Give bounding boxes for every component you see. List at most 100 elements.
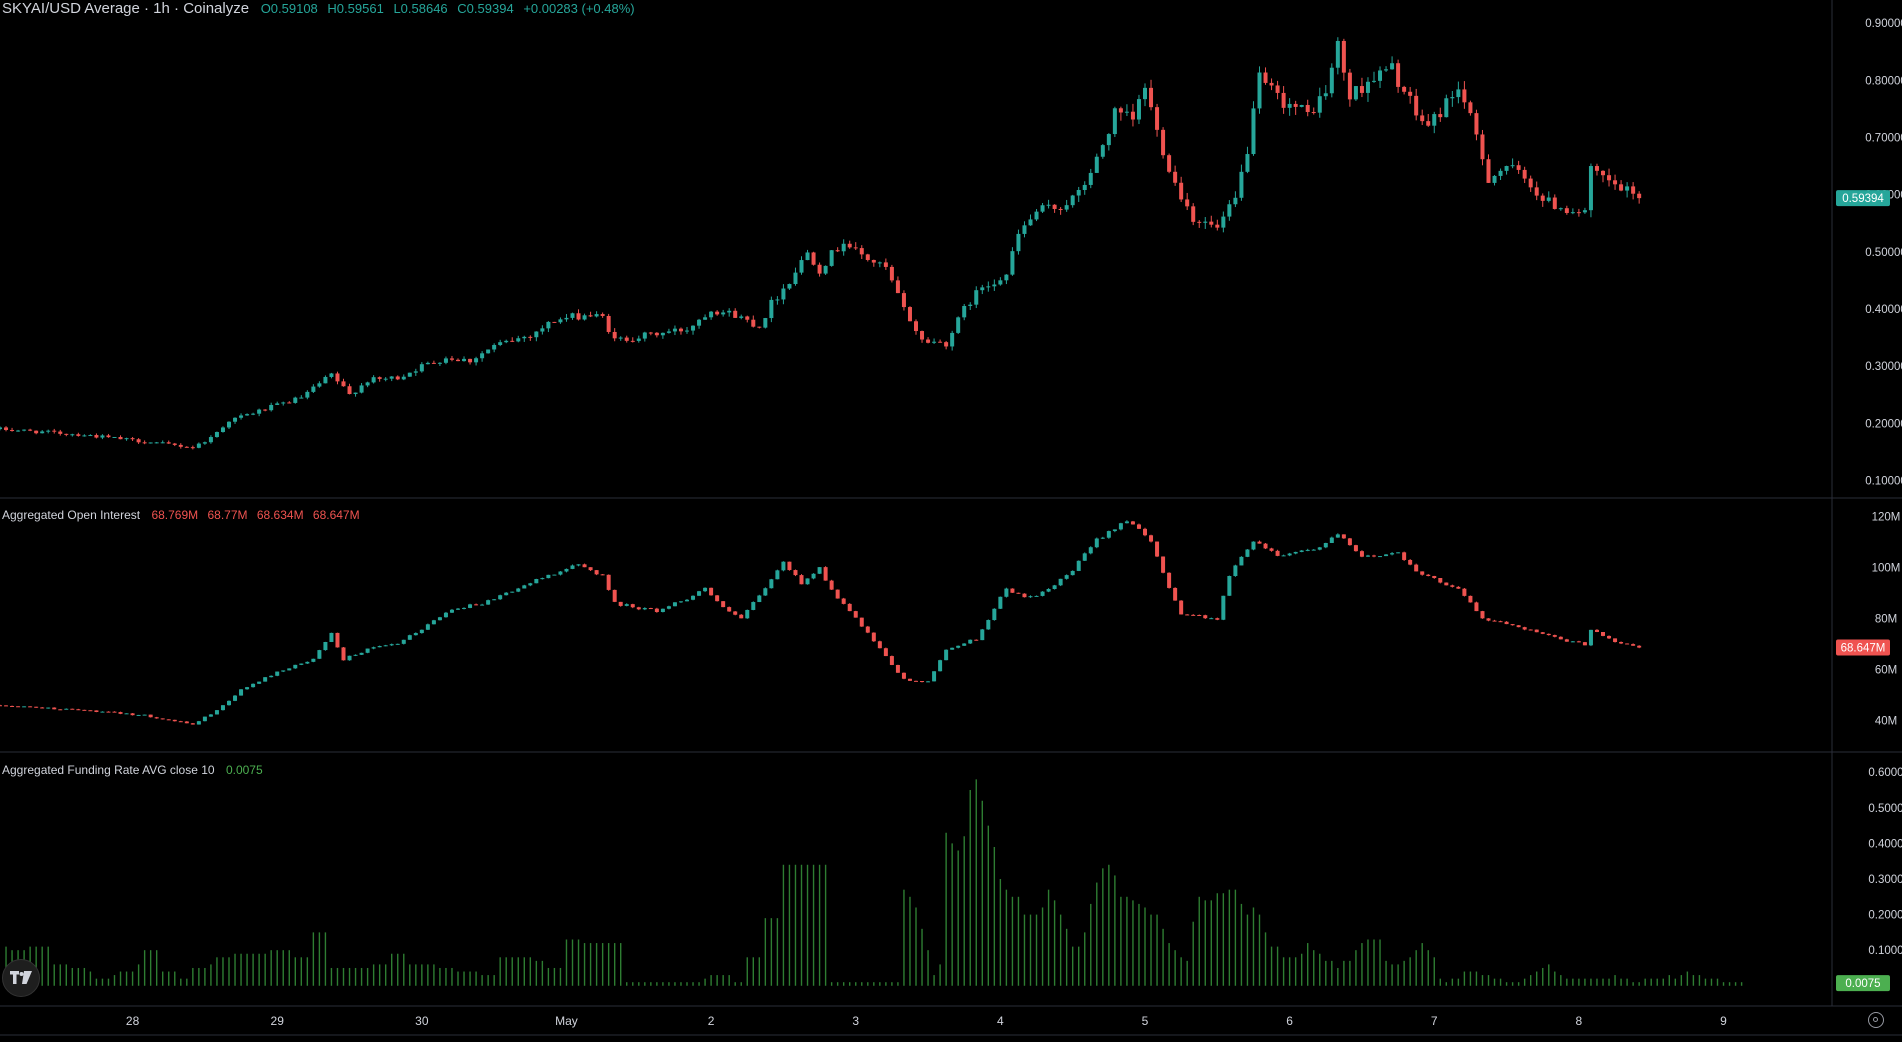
candle-body bbox=[612, 331, 617, 339]
candle-body bbox=[1444, 582, 1449, 586]
candle-body bbox=[895, 664, 900, 673]
candle-body bbox=[1311, 112, 1316, 114]
candle-body bbox=[805, 578, 810, 585]
candle-body bbox=[594, 570, 599, 575]
candle-body bbox=[1022, 225, 1027, 234]
y-axis-tick-label: 0.4000 bbox=[1868, 838, 1902, 850]
symbol-title[interactable]: SKYAI/USD Average · 1h · Coinalyze bbox=[2, 0, 250, 17]
candle-body bbox=[1365, 555, 1370, 557]
candle-body bbox=[811, 252, 816, 265]
candle-body bbox=[678, 601, 683, 603]
candle-body bbox=[721, 601, 726, 608]
candle-body bbox=[986, 286, 991, 288]
candle-body bbox=[546, 574, 551, 579]
candle-body bbox=[1637, 645, 1642, 648]
y-axis-tick-label: 60M bbox=[1875, 665, 1897, 677]
candle-body bbox=[1378, 70, 1383, 81]
candle-body bbox=[208, 437, 213, 443]
candle-body bbox=[1082, 553, 1087, 561]
candle-body bbox=[787, 561, 792, 571]
candle-body bbox=[1227, 204, 1232, 217]
candle-body bbox=[202, 442, 207, 444]
candle-body bbox=[1474, 113, 1479, 135]
candle-body bbox=[437, 617, 442, 621]
candle-body bbox=[636, 338, 641, 341]
candle-body bbox=[431, 620, 436, 625]
candle-body bbox=[88, 435, 93, 437]
candle-body bbox=[648, 608, 653, 610]
tradingview-logo-icon[interactable] bbox=[2, 959, 40, 997]
candle-body bbox=[1004, 588, 1009, 597]
candle-body bbox=[341, 381, 346, 387]
candle-body bbox=[1040, 591, 1045, 596]
candle-body bbox=[1130, 521, 1135, 525]
candle-body bbox=[739, 316, 744, 318]
funding-badge bbox=[1836, 975, 1890, 992]
candle-body bbox=[624, 337, 629, 341]
candle-body bbox=[1552, 635, 1557, 637]
candle-body bbox=[938, 341, 943, 343]
candle-body bbox=[1558, 636, 1563, 640]
candle-body bbox=[480, 604, 485, 606]
change-value: +0.00283 (+0.48%) bbox=[523, 1, 635, 16]
candle-body bbox=[841, 243, 846, 252]
candle-body bbox=[1335, 534, 1340, 538]
candle-body bbox=[600, 574, 605, 576]
candle-body bbox=[1625, 186, 1630, 191]
candle-body bbox=[751, 319, 756, 327]
candle-body bbox=[534, 579, 539, 584]
candle-body bbox=[727, 607, 732, 612]
candle-body bbox=[594, 314, 599, 317]
candle-body bbox=[1564, 208, 1569, 213]
candle-body bbox=[727, 310, 732, 313]
candle-body bbox=[1088, 547, 1093, 554]
candle-body bbox=[853, 611, 858, 618]
candle-body bbox=[1191, 614, 1196, 616]
candle-body bbox=[835, 589, 840, 599]
candle-body bbox=[1281, 555, 1286, 557]
candle-body bbox=[642, 332, 647, 339]
candle-body bbox=[889, 266, 894, 281]
candle-body bbox=[1161, 129, 1166, 156]
candle-body bbox=[1179, 182, 1184, 200]
candle-body bbox=[1619, 184, 1624, 191]
candle-body bbox=[335, 632, 340, 648]
funding-title[interactable]: Aggregated Funding Rate AVG close 10 bbox=[2, 763, 215, 777]
open-interest-title[interactable]: Aggregated Open Interest bbox=[2, 508, 141, 522]
candle-body bbox=[660, 608, 665, 612]
candle-body bbox=[660, 332, 665, 336]
candle-body bbox=[1408, 91, 1413, 96]
candle-body bbox=[492, 599, 497, 601]
candle-body bbox=[877, 641, 882, 649]
candle-body bbox=[106, 711, 111, 713]
funding-value: 0.0075 bbox=[225, 763, 263, 777]
candle-body bbox=[721, 312, 726, 315]
candle-body bbox=[40, 431, 45, 434]
candle-body bbox=[865, 254, 870, 260]
candle-body bbox=[371, 377, 376, 383]
settings-gear-icon[interactable] bbox=[1868, 1012, 1884, 1028]
candle-body bbox=[293, 397, 298, 403]
candle-body bbox=[94, 710, 99, 713]
candle-body bbox=[70, 434, 75, 436]
candle-body bbox=[407, 372, 412, 377]
candle-body bbox=[10, 705, 15, 707]
candle-body bbox=[1516, 625, 1521, 628]
candle-body bbox=[1402, 552, 1407, 560]
candle-body bbox=[437, 362, 442, 364]
candle-body bbox=[926, 339, 931, 343]
candle-body bbox=[1588, 629, 1593, 646]
candle-body bbox=[1329, 537, 1334, 543]
price-badge-label: 0.59394 bbox=[1842, 193, 1884, 205]
candle-body bbox=[456, 359, 460, 362]
candle-body bbox=[1251, 541, 1256, 550]
candle-body bbox=[630, 604, 635, 608]
candle-body bbox=[980, 629, 985, 641]
candle-body bbox=[1438, 114, 1443, 118]
candle-body bbox=[281, 402, 286, 404]
candle-body bbox=[1607, 175, 1612, 181]
candle-body bbox=[907, 307, 912, 322]
